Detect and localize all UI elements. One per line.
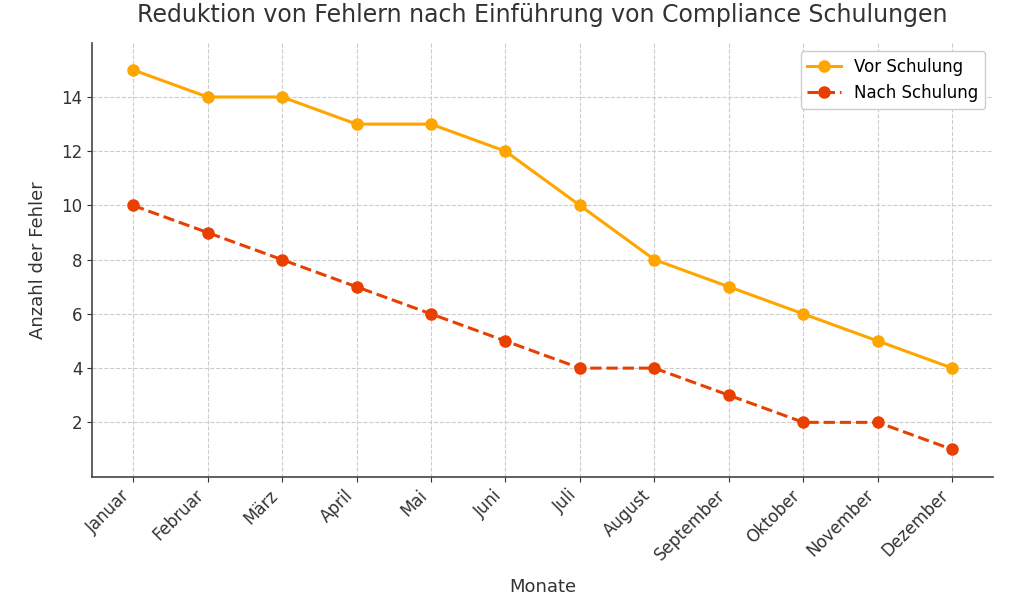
Vor Schulung	[871, 337, 884, 345]
Legend: Vor Schulung, Nach Schulung: Vor Schulung, Nach Schulung	[801, 51, 985, 109]
Vor Schulung	[946, 364, 958, 371]
Nach Schulung	[127, 202, 139, 209]
Nach Schulung	[946, 446, 958, 453]
Nach Schulung	[425, 310, 437, 318]
Vor Schulung	[573, 202, 586, 209]
Y-axis label: Anzahl der Fehler: Anzahl der Fehler	[30, 181, 47, 338]
Vor Schulung	[798, 310, 810, 318]
Line: Vor Schulung: Vor Schulung	[128, 64, 957, 374]
Nach Schulung	[202, 229, 214, 236]
Vor Schulung	[500, 147, 512, 155]
Vor Schulung	[202, 93, 214, 101]
Nach Schulung	[648, 364, 660, 371]
Vor Schulung	[127, 66, 139, 73]
Vor Schulung	[723, 283, 735, 290]
Vor Schulung	[648, 256, 660, 263]
Vor Schulung	[425, 120, 437, 128]
Title: Reduktion von Fehlern nach Einführung von Compliance Schulungen: Reduktion von Fehlern nach Einführung vo…	[137, 3, 948, 27]
Nach Schulung	[798, 419, 810, 426]
Vor Schulung	[275, 93, 288, 101]
Nach Schulung	[275, 256, 288, 263]
Nach Schulung	[723, 392, 735, 399]
Line: Nach Schulung: Nach Schulung	[128, 200, 957, 455]
Nach Schulung	[500, 337, 512, 345]
Nach Schulung	[573, 364, 586, 371]
Nach Schulung	[871, 419, 884, 426]
Nach Schulung	[350, 283, 362, 290]
X-axis label: Monate: Monate	[509, 578, 577, 596]
Vor Schulung	[350, 120, 362, 128]
